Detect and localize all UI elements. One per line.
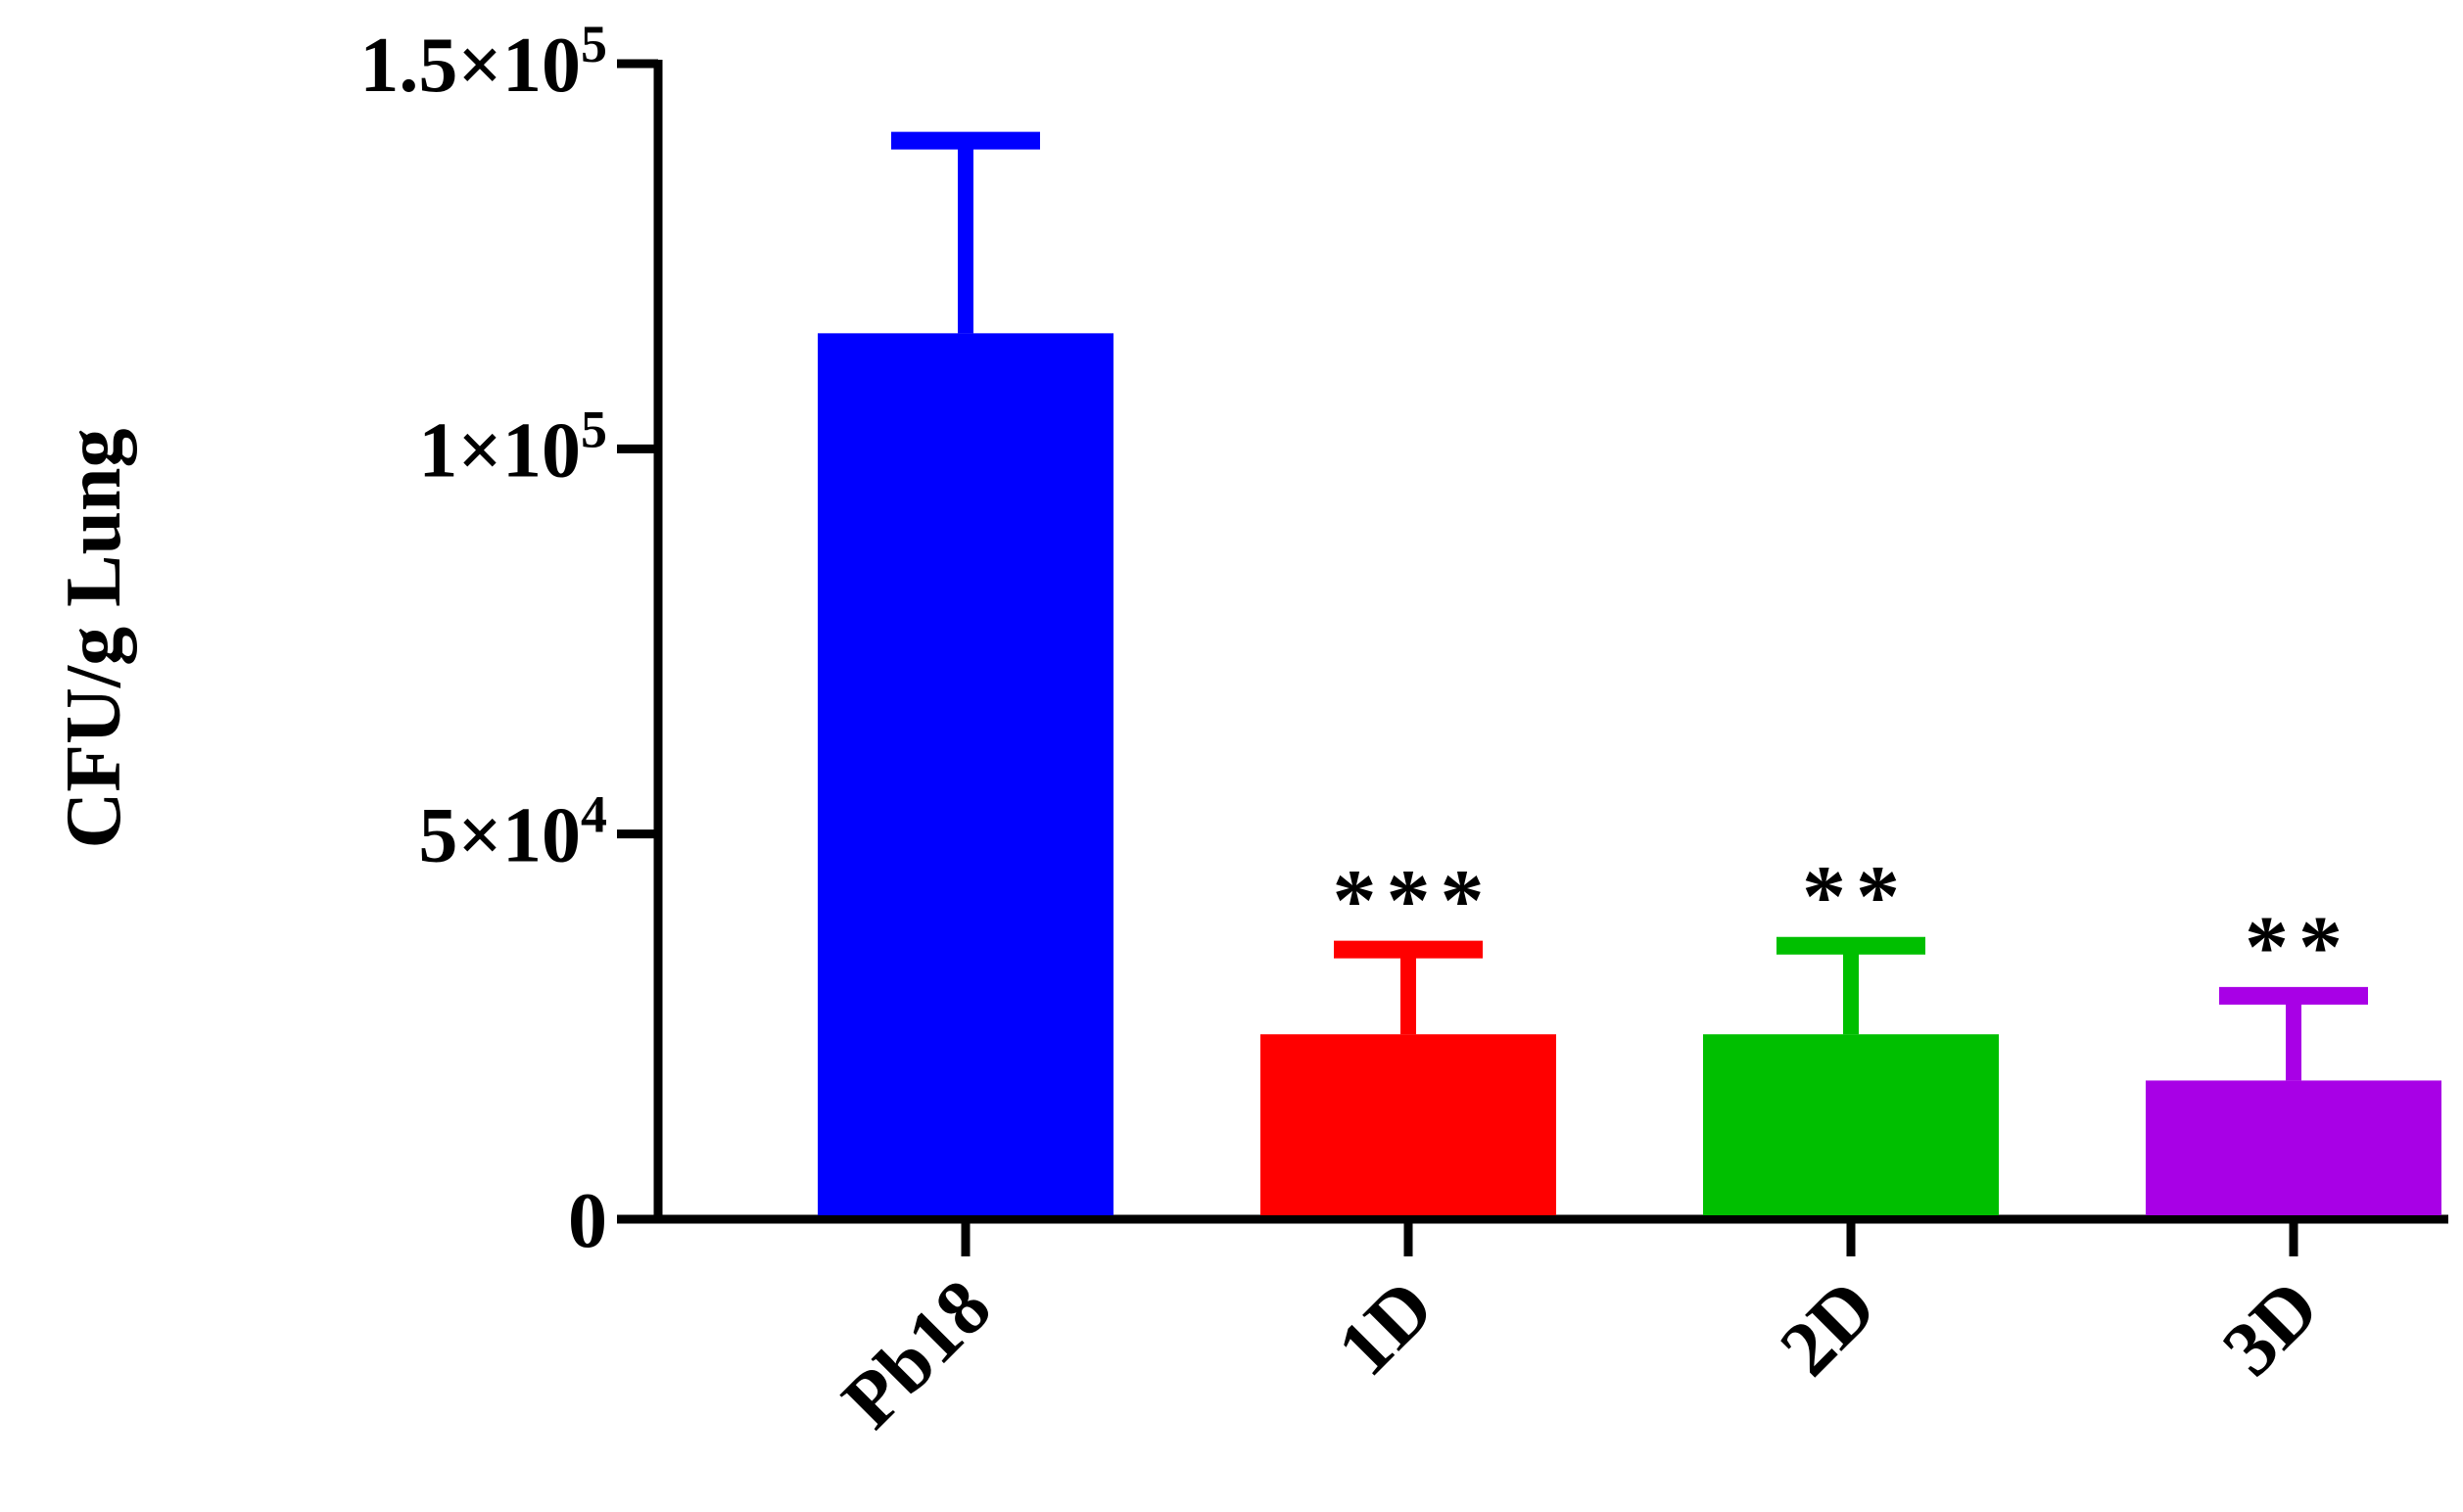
y-tick-label: 5×104: [418, 785, 607, 879]
x-tick-label: 2D: [1764, 1264, 1892, 1393]
x-tick-label: 3D: [2206, 1264, 2335, 1393]
significance-mark: ***: [1333, 853, 1494, 950]
y-tick-label: 1×105: [418, 400, 607, 494]
significance-mark: **: [2245, 899, 2352, 996]
bar-3d: [2146, 1080, 2441, 1215]
y-axis-label: CFU/g Lung: [51, 429, 137, 849]
bar-2d: [1703, 1034, 1999, 1215]
significance-mark: **: [1802, 849, 1910, 946]
y-tick-label: 1.5×105: [359, 15, 607, 109]
x-tick-label: 1D: [1321, 1264, 1449, 1393]
x-tick-label: Pb18: [827, 1264, 1008, 1445]
plot-area: 0 5×104 1×105 1.5×105 Pb18 1D *** 2D ** 3D **: [359, 15, 2448, 1444]
bar-1d: [1260, 1034, 1556, 1215]
bar-pb18: [818, 333, 1113, 1215]
y-tick-label: 0: [568, 1178, 607, 1264]
